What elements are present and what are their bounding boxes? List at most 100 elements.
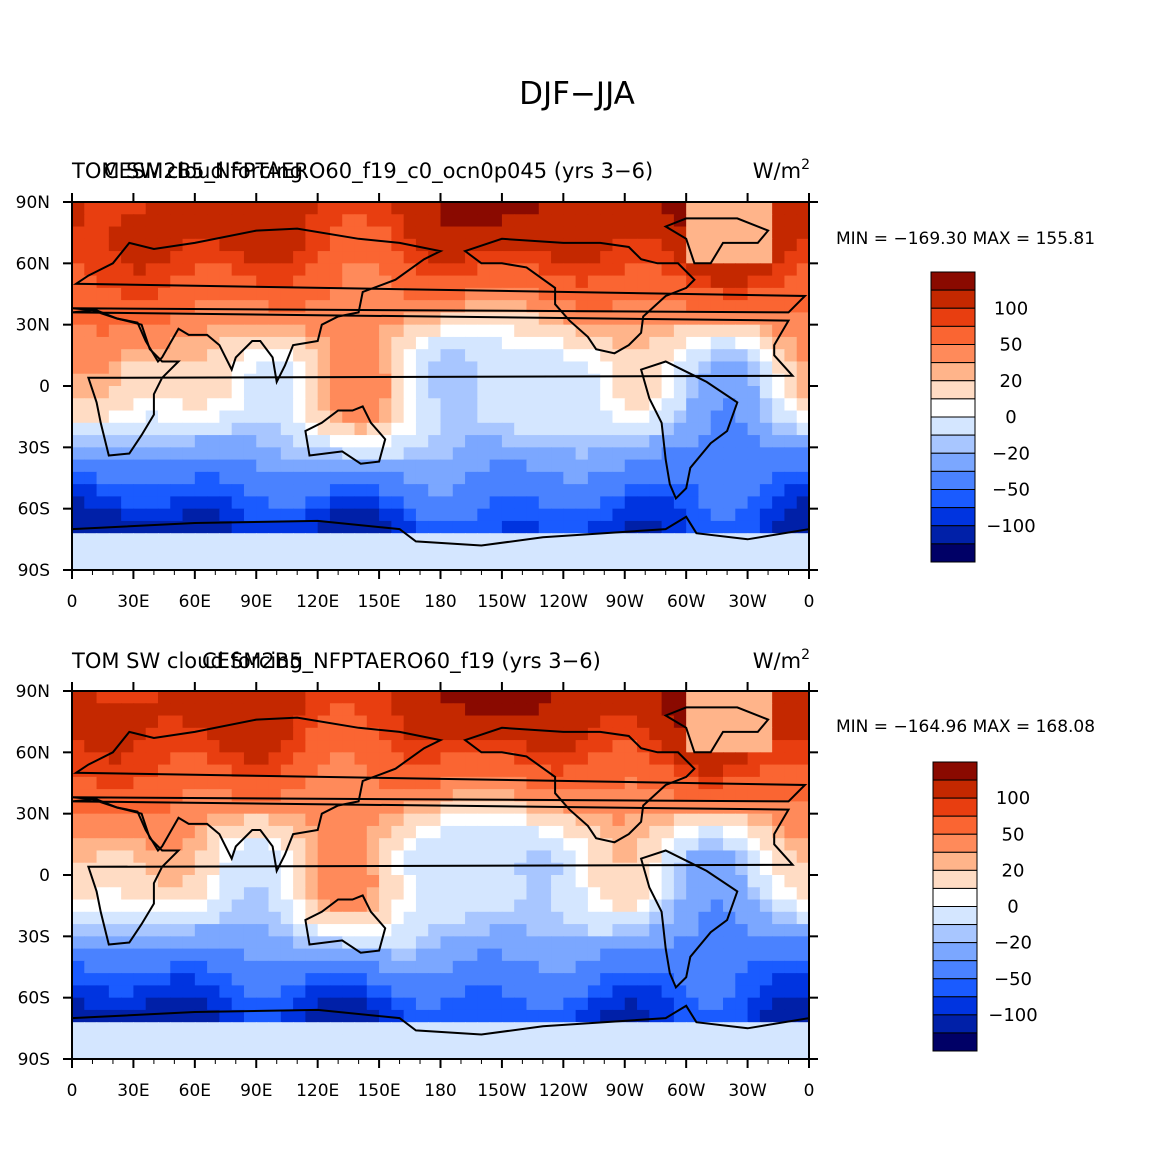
field-cell bbox=[231, 960, 245, 974]
field-cell bbox=[538, 287, 552, 301]
field-cell bbox=[243, 1022, 257, 1036]
field-cell bbox=[243, 459, 257, 473]
field-cell bbox=[686, 324, 700, 338]
field-cell bbox=[747, 862, 761, 876]
field-cell bbox=[673, 838, 687, 852]
field-cell bbox=[366, 557, 380, 570]
field-cell bbox=[145, 398, 159, 412]
field-cell bbox=[366, 275, 380, 289]
field-cell bbox=[108, 533, 122, 547]
field-cell bbox=[219, 336, 233, 350]
x-tick-label: 30W bbox=[728, 1081, 767, 1101]
field-cell bbox=[624, 226, 638, 240]
field-cell bbox=[759, 973, 773, 986]
field-cell bbox=[342, 703, 356, 717]
field-cell bbox=[256, 691, 270, 704]
field-cell bbox=[121, 471, 135, 485]
field-cell bbox=[710, 1034, 724, 1048]
field-cell bbox=[256, 887, 270, 901]
field-cell bbox=[465, 1046, 478, 1059]
field-cell bbox=[759, 850, 773, 864]
field-cell bbox=[293, 557, 306, 570]
field-cell bbox=[108, 911, 122, 925]
field-cell bbox=[329, 336, 343, 350]
field-cell bbox=[415, 435, 429, 448]
field-cell bbox=[649, 740, 663, 753]
field-cell bbox=[256, 703, 270, 717]
field-cell bbox=[403, 410, 417, 424]
field-cell bbox=[514, 484, 528, 497]
field-cell bbox=[72, 202, 85, 215]
field-cell bbox=[391, 349, 405, 363]
field-cell bbox=[403, 948, 417, 962]
field-cell bbox=[772, 263, 786, 277]
field-cell bbox=[514, 508, 528, 522]
field-cell bbox=[379, 838, 392, 852]
field-cell bbox=[624, 948, 638, 962]
field-cell bbox=[243, 238, 257, 252]
field-cell bbox=[379, 850, 392, 864]
field-cell bbox=[133, 838, 147, 852]
field-cell bbox=[759, 997, 773, 1011]
field-cell bbox=[133, 764, 147, 778]
field-cell bbox=[452, 386, 466, 399]
field-cell bbox=[538, 312, 552, 326]
field-cell bbox=[686, 838, 700, 852]
field-cell bbox=[329, 764, 343, 778]
field-cell bbox=[612, 435, 626, 448]
field-cell bbox=[170, 336, 184, 350]
field-cell bbox=[293, 275, 306, 289]
colorbar-box bbox=[930, 271, 976, 291]
field-cell bbox=[366, 336, 380, 350]
field-cell bbox=[465, 386, 478, 399]
field-cell bbox=[108, 496, 122, 510]
field-cell bbox=[612, 533, 626, 547]
field-cell bbox=[231, 263, 245, 277]
field-cell bbox=[170, 899, 184, 913]
field-cell bbox=[280, 973, 294, 986]
field-cell bbox=[108, 887, 122, 901]
field-cell bbox=[489, 924, 503, 937]
field-cell bbox=[403, 850, 417, 864]
field-cell bbox=[698, 825, 712, 839]
x-tick-label: 90W bbox=[606, 592, 645, 612]
field-cell bbox=[391, 373, 405, 387]
field-cell bbox=[219, 447, 233, 461]
field-cell bbox=[170, 496, 184, 510]
field-cell bbox=[391, 398, 405, 412]
field-cell bbox=[366, 973, 380, 986]
field-cell bbox=[440, 336, 454, 350]
field-cell bbox=[145, 715, 159, 729]
y-tick-label: 30N bbox=[16, 805, 50, 825]
field-cell bbox=[465, 275, 478, 289]
field-cell bbox=[121, 973, 135, 986]
field-cell bbox=[391, 924, 405, 937]
field-cell bbox=[182, 287, 196, 301]
field-cell bbox=[759, 312, 773, 326]
field-cell bbox=[428, 703, 442, 717]
field-cell bbox=[170, 838, 184, 852]
field-cell bbox=[686, 875, 700, 888]
field-cell bbox=[207, 545, 220, 559]
field-cell bbox=[342, 496, 356, 510]
field-cell bbox=[243, 973, 257, 986]
field-cell bbox=[305, 471, 319, 485]
field-cell bbox=[735, 361, 749, 375]
field-cell bbox=[551, 496, 564, 510]
field-cell bbox=[256, 727, 270, 741]
field-cell bbox=[698, 398, 712, 412]
field-cell bbox=[243, 251, 257, 264]
field-cell bbox=[784, 349, 798, 363]
field-cell bbox=[600, 715, 614, 729]
field-cell bbox=[710, 349, 724, 363]
field-cell bbox=[121, 899, 135, 913]
field-cell bbox=[379, 740, 392, 753]
field-cell bbox=[526, 251, 540, 264]
field-cell bbox=[723, 545, 736, 559]
field-cell bbox=[575, 924, 589, 937]
field-cell bbox=[207, 838, 220, 852]
field-cell bbox=[759, 691, 773, 704]
field-cell bbox=[231, 496, 245, 510]
field-cell bbox=[342, 764, 356, 778]
